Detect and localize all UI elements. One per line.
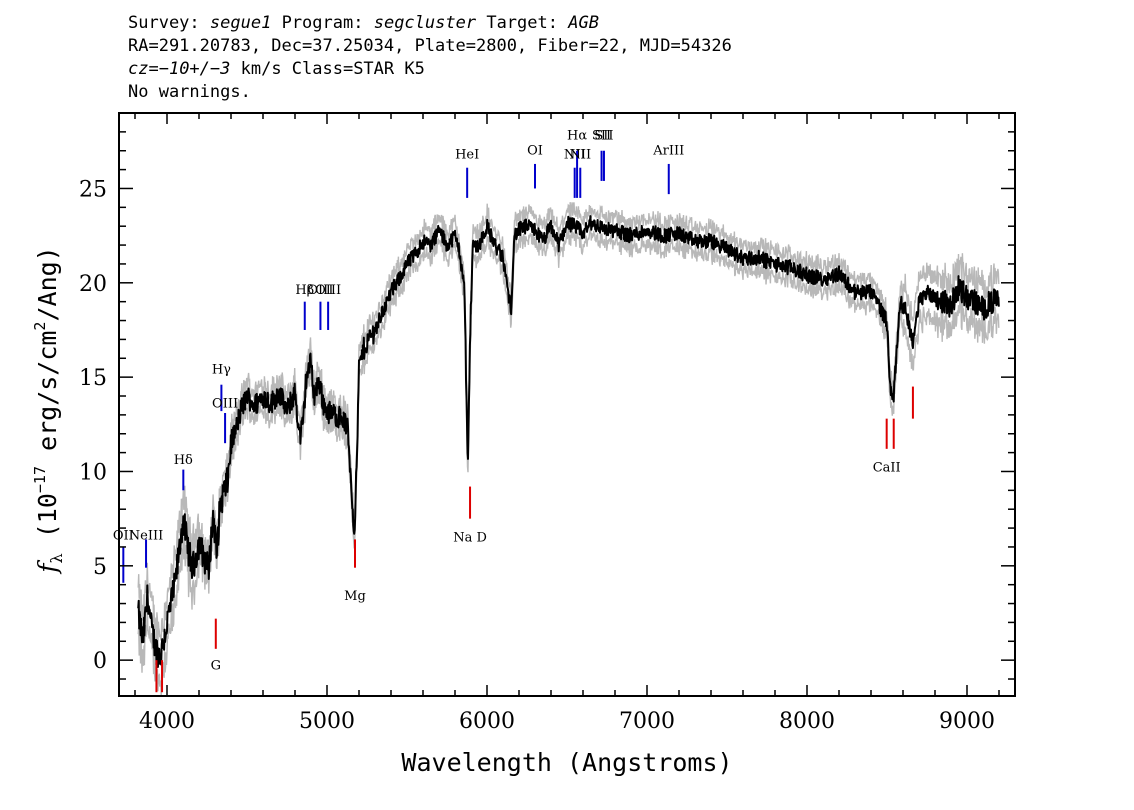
y-tick-label: 10 <box>79 460 107 485</box>
x-tick-label: 5000 <box>299 709 355 734</box>
error-band-layer <box>137 202 1000 696</box>
emission-line-label: NII <box>569 147 591 162</box>
spectrum-header: Survey: segue1 Program: segcluster Targe… <box>128 12 732 104</box>
flux-layer <box>137 215 1000 668</box>
header-line-2: RA=291.20783, Dec=37.25034, Plate=2800, … <box>128 36 732 56</box>
y-axis-title: fλ (10−17 erg/s/cm2/Ang) <box>31 246 66 574</box>
axis-tick-labels: 4000 5000 6000 7000 8000 9000 0 5 10 15 20 25 <box>79 177 995 734</box>
emission-line-label: HeI <box>455 147 479 162</box>
emission-line-label: OI <box>527 144 543 159</box>
emission-line-label: ArIII <box>652 144 684 159</box>
cz-label: cz= <box>128 59 159 79</box>
x-tick-label: 4000 <box>139 709 195 734</box>
emission-line-label: OIII <box>307 283 333 298</box>
y-tick-label: 5 <box>93 555 107 580</box>
flux-line <box>137 215 1000 668</box>
absorption-line-label: G <box>211 659 221 674</box>
emission-line-label: Hγ <box>212 362 231 377</box>
program-value: segcluster <box>373 13 477 33</box>
target-label: Target: <box>486 13 558 33</box>
y-tick-label: 0 <box>93 649 107 674</box>
survey-label: Survey: <box>128 13 200 33</box>
plot-frame <box>118 112 1016 697</box>
cz-value: −10+/−3 <box>158 59 231 79</box>
emission-line-label: OIII <box>315 283 341 298</box>
emission-line-label: SII <box>592 128 611 143</box>
absorption-line-label: Mg <box>344 589 366 604</box>
emission-line-label: NII <box>564 147 586 162</box>
header-line-1: Survey: segue1 Program: segcluster Targe… <box>128 12 732 35</box>
target-value: AGB <box>568 13 599 33</box>
x-tick-label: 9000 <box>939 709 995 734</box>
x-tick-label: 7000 <box>619 709 675 734</box>
cz-rest: km/s Class=STAR K5 <box>230 59 425 79</box>
y-tick-label: 25 <box>79 177 107 202</box>
axis-ticks <box>119 112 1015 696</box>
x-tick-label: 6000 <box>459 709 515 734</box>
program-label: Program: <box>281 13 364 33</box>
emission-line-label: NeIII <box>129 528 163 543</box>
emission-line-label: Hδ <box>174 453 193 468</box>
warnings-line: No warnings. <box>128 82 251 102</box>
error-upper-line <box>137 202 1000 648</box>
y-tick-label: 20 <box>79 272 107 297</box>
y-tick-label: 15 <box>79 366 107 391</box>
header-line-3: cz=−10+/−3 km/s Class=STAR K5 <box>128 58 732 81</box>
emission-line-label: SII <box>594 128 613 143</box>
emission-line-label: Hα <box>567 128 587 143</box>
absorption-line-label: CaII <box>873 460 901 475</box>
survey-value: segue1 <box>209 13 272 33</box>
emission-line-label: Hβ <box>295 283 314 298</box>
absorption-line-label: Na D <box>453 530 487 545</box>
x-tick-label: 8000 <box>779 709 835 734</box>
emission-line-label: OIII <box>212 396 238 411</box>
x-axis-title: Wavelength (Angstroms) <box>401 748 732 777</box>
